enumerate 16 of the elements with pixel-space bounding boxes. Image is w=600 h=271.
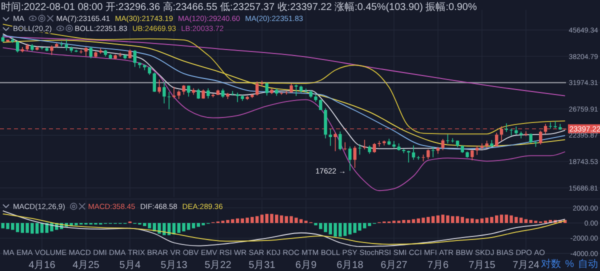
x-tick-label: 4月25 [72, 260, 100, 271]
x-tick-label: 4月16 [28, 260, 56, 271]
x-tick-label: 7月24 [512, 260, 540, 271]
annotation: 对数 [541, 258, 562, 270]
annotation: 自动 [578, 258, 598, 270]
x-tick-label: 5月4 [119, 260, 141, 271]
x-tick-label: 5月31 [248, 260, 276, 271]
chart-title: 时间:2022-08-01 08:00 开:23296.36 高:23466.55 低:23257.37 收:23397.22 涨幅:0.45%(103.90) 振幅:0.90% [1, 1, 477, 13]
x-tick-label: 6月27 [380, 260, 408, 271]
x-tick-label: 5月13 [160, 260, 188, 271]
x-tick-label: 7月15 [468, 260, 496, 271]
x-tick-label: 5月22 [204, 260, 232, 271]
x-tick-label: 6月18 [336, 260, 364, 271]
x-tick-label: 7月6 [427, 260, 449, 271]
x-tick-label: 6月9 [295, 260, 317, 271]
annotation: % [565, 259, 574, 270]
